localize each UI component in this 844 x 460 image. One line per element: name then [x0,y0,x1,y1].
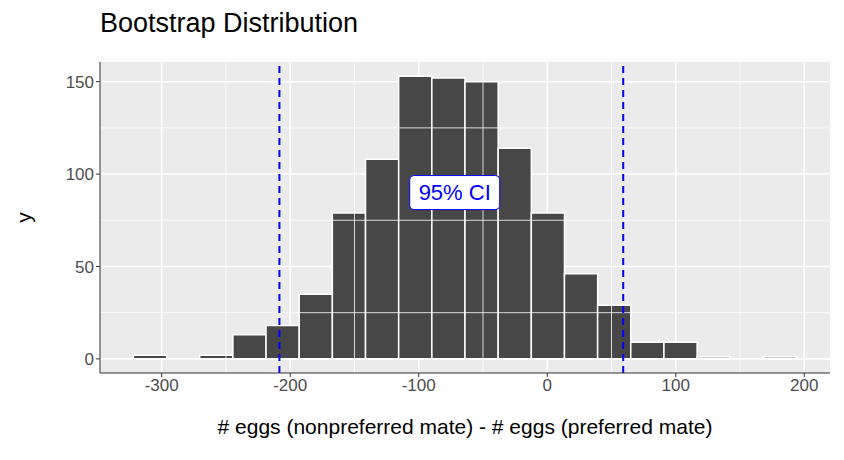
svg-text:y: y [12,212,35,223]
svg-text:50: 50 [75,258,94,277]
svg-text:0: 0 [85,350,94,369]
svg-text:-100: -100 [402,376,436,395]
svg-text:100: 100 [662,376,690,395]
svg-text:150: 150 [66,73,94,92]
html-text:Bootstrap Distribution: Bootstrap Distribution [100,8,359,38]
svg-text:-200: -200 [273,376,307,395]
svg-text:100: 100 [66,165,94,184]
svg-text:95% CI: 95% CI [419,180,491,205]
svg-text:# eggs (nonpreferred mate) - #: # eggs (nonpreferred mate) - # eggs (pre… [218,415,713,438]
svg-text:-300: -300 [145,376,179,395]
svg-text:0: 0 [543,376,552,395]
svg-text:200: 200 [790,376,818,395]
